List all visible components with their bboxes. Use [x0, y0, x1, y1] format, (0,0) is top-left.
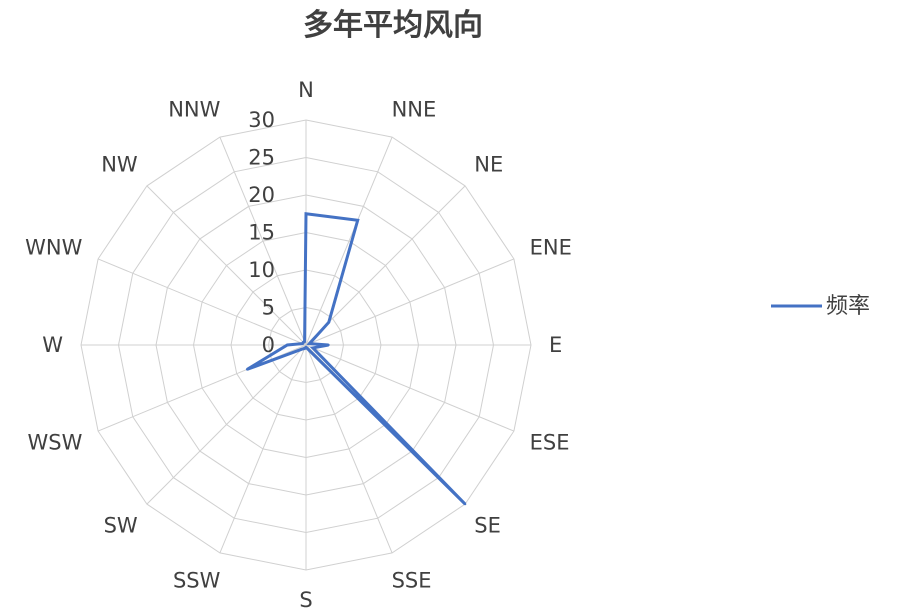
radial-tick-0: 0: [262, 333, 275, 357]
spoke-sse: [305, 344, 393, 554]
direction-label-ese: ESE: [530, 431, 570, 455]
spoke-nw: [146, 185, 307, 346]
direction-label-ene: ENE: [530, 235, 572, 259]
spoke-ese: [305, 344, 515, 432]
data-point-e: [327, 343, 330, 347]
direction-label-ssw: SSW: [173, 569, 221, 593]
radial-tick-20: 20: [248, 183, 275, 207]
data-point-ese: [311, 346, 315, 350]
radial-tick-10: 10: [248, 258, 275, 282]
direction-label-wsw: WSW: [28, 431, 83, 455]
direction-labels: N NNE NE ENE E ESE SE SSE S SSW SW WSW W WNW NW NNW: [25, 78, 572, 612]
direction-label-w: W: [42, 333, 63, 357]
direction-label-nw: NW: [101, 153, 138, 177]
spoke-ne: [305, 185, 466, 346]
radial-tick-30: 30: [248, 108, 275, 132]
direction-label-e: E: [549, 333, 562, 357]
radial-tick-5: 5: [262, 296, 275, 320]
series-layer: [245, 212, 467, 506]
direction-label-n: N: [298, 78, 314, 102]
direction-label-wnw: WNW: [25, 235, 82, 259]
data-point-nne: [356, 219, 359, 222]
spoke-nnw: [219, 136, 307, 346]
data-point-w: [286, 343, 289, 347]
chart-title: 多年平均风向: [303, 8, 483, 43]
radial-tick-15: 15: [248, 221, 275, 245]
data-point-ene: [308, 342, 311, 345]
data-point-sw: [300, 348, 303, 351]
data-point-n: [304, 212, 308, 215]
direction-label-nnw: NNW: [168, 97, 220, 121]
spoke-wnw: [97, 258, 307, 346]
direction-label-sw: SW: [104, 513, 138, 537]
spoke-ssw: [219, 344, 307, 554]
direction-label-ne: NE: [474, 153, 503, 177]
data-point-se: [463, 502, 467, 506]
data-point-ne: [327, 321, 330, 324]
legend-label-pinlv: 频率: [826, 294, 870, 319]
data-point-nnw: [303, 340, 306, 343]
radial-tick-25: 25: [248, 146, 275, 170]
direction-label-sse: SSE: [392, 569, 432, 593]
spoke-sw: [146, 344, 307, 505]
spoke-nne: [305, 136, 393, 346]
series-line-0: [246, 212, 467, 506]
radial-axis-ticks: 0 5 10 15 20 25 30: [248, 108, 275, 357]
direction-label-s: S: [299, 588, 312, 612]
legend: 频率: [771, 294, 870, 319]
data-point-ssw: [303, 347, 306, 350]
spoke-ene: [305, 258, 515, 346]
data-point-wsw: [245, 368, 249, 371]
direction-label-nne: NNE: [392, 97, 437, 121]
direction-label-se: SE: [474, 513, 501, 537]
